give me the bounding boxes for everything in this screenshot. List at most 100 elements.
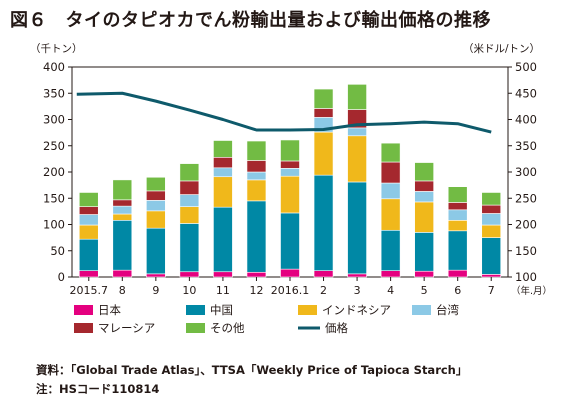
bar-segment (146, 227, 166, 275)
bar-segment (78, 214, 99, 226)
bar-segment (112, 220, 133, 271)
right-axis-tick-label: 500 (515, 60, 537, 74)
bar-segment (347, 84, 367, 110)
left-axis-tick-label: 100 (43, 218, 65, 232)
x-axis-tick-label: 7 (488, 284, 495, 297)
legend-label: 価格 (325, 321, 348, 335)
x-axis-unit: （年.月） (511, 285, 552, 297)
bar-segment (481, 224, 502, 238)
legend-label: 中国 (210, 303, 233, 317)
legend-swatch (74, 305, 93, 315)
legend-swatch (412, 305, 431, 315)
x-axis-tick-label: 2015.7 (70, 284, 109, 297)
left-axis-unit: （千トン） (30, 43, 83, 55)
bar-segment (313, 108, 334, 118)
bar-segment (380, 229, 401, 271)
bar-segment (213, 176, 233, 208)
bar-segment (280, 268, 300, 278)
bar-segment (414, 232, 434, 272)
bar-segment (246, 160, 267, 173)
bar-segment (414, 191, 434, 203)
left-axis-tick-label: 350 (43, 86, 65, 100)
right-axis-tick-label: 450 (515, 86, 537, 100)
right-axis-unit: （米ドル/トン） (463, 42, 540, 55)
bar-segment (313, 270, 334, 278)
bar-segment (447, 220, 468, 232)
bar-segment (447, 202, 468, 211)
bar-segment (78, 206, 99, 215)
bar-segment (481, 274, 502, 278)
price-line (76, 91, 492, 134)
legend-swatch (298, 305, 317, 315)
left-axis-tick-label: 400 (43, 60, 65, 74)
bar-segment (414, 201, 434, 233)
left-axis-tick-label: 250 (43, 139, 65, 153)
bar-segment (78, 238, 99, 271)
bar-segment (112, 199, 133, 207)
right-axis-tick-label: 300 (515, 165, 537, 179)
left-axis-tick-label: 150 (43, 191, 65, 205)
bar-segment (146, 210, 166, 229)
right-axis-tick-label: 250 (515, 191, 537, 205)
bar-segment (246, 271, 267, 278)
bar-segment (380, 142, 401, 163)
bar-segment (447, 186, 468, 203)
bar-segment (246, 179, 267, 202)
bar-segment (347, 135, 367, 183)
left-axis-tick-label: 50 (50, 244, 65, 258)
bar-segment (380, 161, 401, 184)
bar-segment (179, 206, 200, 224)
bar-segment (112, 213, 133, 221)
bar-segment (246, 171, 267, 181)
bar-segment (380, 270, 401, 278)
legend-label: その他 (210, 321, 245, 335)
bar-segment (414, 270, 434, 278)
bar-segment (146, 176, 166, 192)
bar-segment (213, 206, 233, 273)
bar-segment (447, 269, 468, 278)
bar-segment (280, 160, 300, 169)
bar-segment (78, 224, 99, 240)
bar-segment (313, 131, 334, 176)
left-axis-tick-label: 300 (43, 113, 65, 127)
right-axis-tick-label: 150 (515, 244, 537, 258)
legend-swatch (74, 323, 93, 333)
bar-segment (414, 162, 434, 182)
bar-segment (313, 174, 334, 271)
bar-segment (179, 163, 200, 182)
legend-swatch (186, 305, 205, 315)
bar-segment (313, 88, 334, 109)
bar-segment (146, 200, 166, 212)
right-axis-tick-label: 100 (515, 270, 537, 284)
legend-label: 日本 (98, 303, 121, 317)
bar-segment (414, 180, 434, 192)
bar-segment (481, 237, 502, 275)
right-axis-tick-label: 400 (515, 113, 537, 127)
bar-segment (246, 140, 267, 161)
x-axis-tick-label: 8 (119, 284, 126, 297)
right-axis-tick-label: 350 (515, 139, 537, 153)
bar-segment (179, 180, 200, 195)
bar-segment (213, 140, 233, 158)
bar-segment (280, 175, 300, 214)
x-axis-tick-label: 2 (320, 284, 327, 297)
bar-segment (213, 157, 233, 169)
legend-label: インドネシア (322, 303, 391, 317)
right-axis-tick-label: 200 (515, 218, 537, 232)
bar-segment (347, 181, 367, 275)
bar-segment (447, 230, 468, 271)
source-note: 資料：「Global Trade Atlas」、TTSA「Weekly Pric… (36, 363, 468, 377)
bar-segment (380, 198, 401, 231)
bar-segment (481, 204, 502, 214)
bar-segment (347, 273, 367, 278)
chart-title: 図６ タイのタピオカでん粉輸出量および輸出価格の推移 (10, 10, 491, 31)
x-axis-tick-label: 6 (454, 284, 461, 297)
x-axis-tick-label: 3 (354, 284, 361, 297)
bar-segment (146, 190, 166, 201)
bar-segment (481, 192, 502, 206)
bar-segment (179, 223, 200, 273)
bar-segment (213, 271, 233, 278)
bar-segment (179, 271, 200, 278)
